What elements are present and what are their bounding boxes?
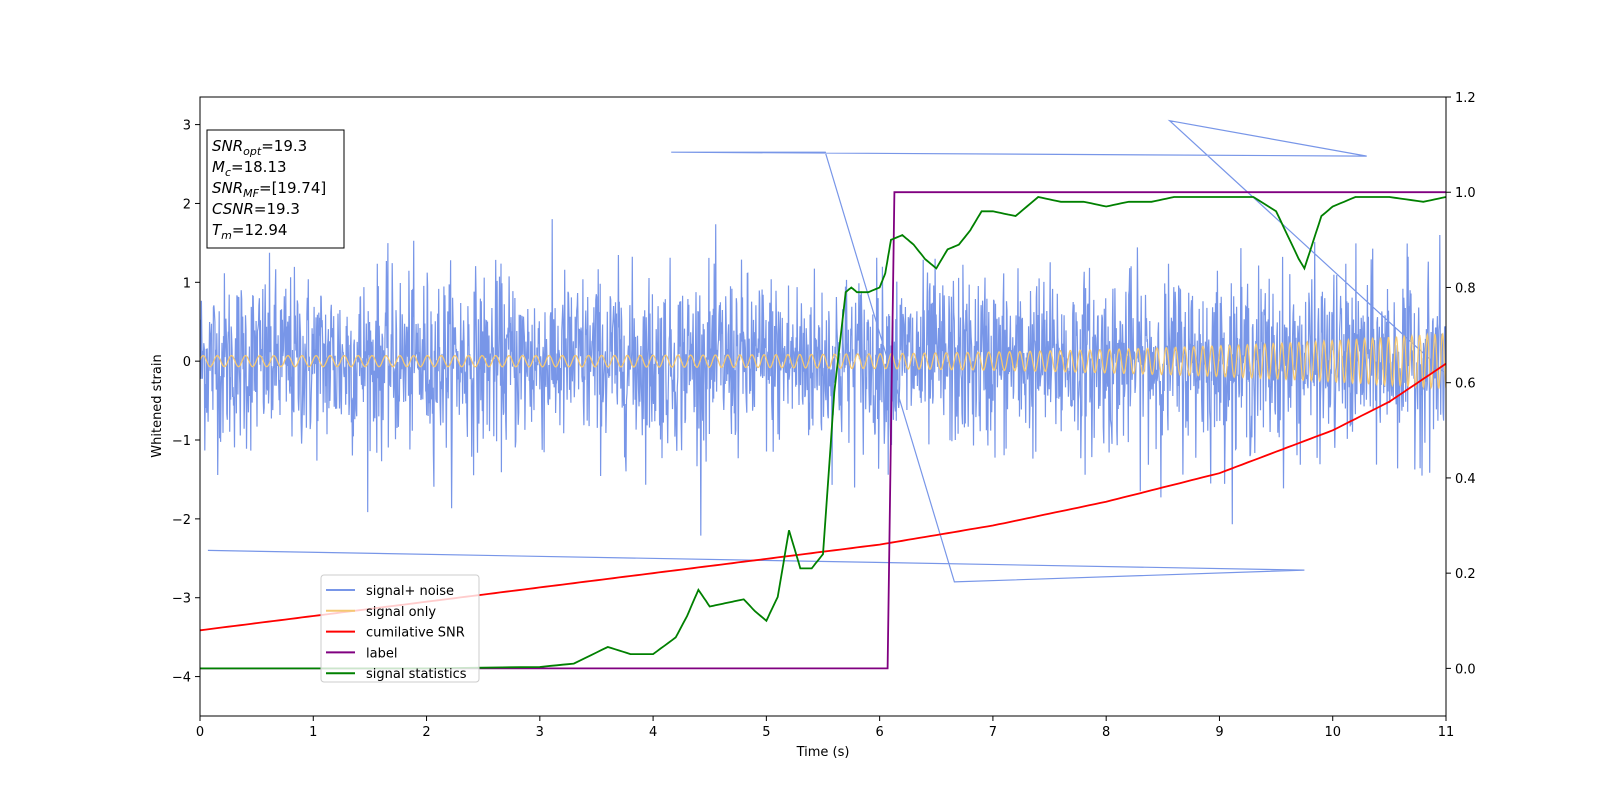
x-tick-label: 0 [196, 725, 204, 740]
annotation-line: CSNR=19.3 [212, 200, 300, 218]
y-left-tick-label: −4 [172, 671, 191, 686]
x-axis: 0 1 2 3 4 5 6 7 8 9 10 11 [196, 716, 1454, 740]
series-label [200, 191, 1446, 670]
plot-frame [199, 96, 1447, 717]
y-left-tick-label: 3 [183, 119, 191, 134]
y-right-tick-label: 0.4 [1455, 472, 1476, 487]
x-tick-label: 6 [875, 725, 883, 740]
y-left-tick-label: −1 [172, 434, 191, 449]
y-left-tick-label: 1 [183, 276, 191, 291]
y-right-tick-label: 0.8 [1455, 281, 1476, 296]
legend: signal+ noise signal only cumilative SNR la… [320, 574, 480, 683]
x-axis-label: Time (s) [796, 745, 850, 760]
y-right-tick-label: 1.2 [1455, 91, 1476, 106]
y-right-tick-label: 0.6 [1455, 377, 1476, 392]
y-right-tick-label: 1.0 [1455, 186, 1476, 201]
legend-label: signal+ noise [366, 584, 454, 599]
annotation-line: SNRopt=19.3 [212, 137, 307, 158]
annotation-box: SNRopt=19.3Mc=18.13SNRMF=[19.74]CSNR=19.… [206, 129, 345, 249]
annotation-line: Tm=12.94 [212, 221, 287, 242]
x-tick-label: 11 [1438, 725, 1455, 740]
y-axis-right: 1.2 1.0 0.8 0.6 0.4 0.2 0.0 [1446, 91, 1476, 677]
legend-label: signal only [366, 605, 436, 620]
y-left-tick-label: −3 [172, 592, 191, 607]
annotation-line: SNRMF=[19.74] [212, 179, 326, 200]
y-right-tick-label: 0.2 [1455, 567, 1476, 582]
y-left-tick-label: 0 [183, 355, 191, 370]
y-left-tick-label: 2 [183, 197, 191, 212]
y-left-tick-label: −2 [172, 513, 191, 528]
annotation-line: Mc=18.13 [212, 158, 287, 179]
y-axis-label: Whitened strain [150, 354, 165, 457]
legend-label: label [366, 646, 397, 661]
y-axis-left: 3 2 1 0 −1 −2 −3 −4 [172, 119, 200, 686]
series-signal-only [200, 332, 1446, 390]
legend-label: cumilative SNR [366, 626, 465, 641]
x-tick-label: 7 [989, 725, 997, 740]
legend-label: signal statistics [366, 667, 467, 682]
series-signal-statistics [200, 196, 1446, 670]
x-tick-label: 5 [762, 725, 770, 740]
x-tick-label: 4 [649, 725, 657, 740]
x-tick-label: 10 [1324, 725, 1341, 740]
x-tick-label: 9 [1215, 725, 1223, 740]
x-tick-label: 1 [309, 725, 317, 740]
x-tick-label: 8 [1102, 725, 1110, 740]
x-tick-label: 3 [536, 725, 544, 740]
x-tick-label: 2 [422, 725, 430, 740]
y-right-tick-label: 0.0 [1455, 662, 1476, 677]
